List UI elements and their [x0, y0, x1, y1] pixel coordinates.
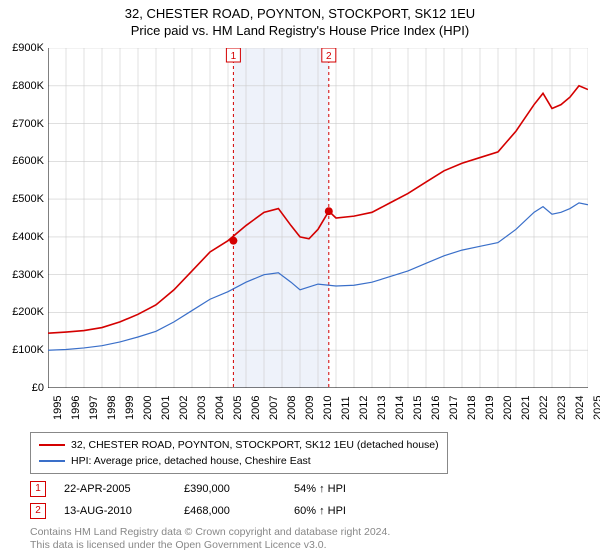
x-tick-label: 2014: [394, 396, 406, 420]
y-tick-label: £800K: [0, 80, 44, 92]
x-tick-label: 2008: [286, 396, 298, 420]
marker-pct-1: 54% ↑ HPI: [294, 483, 404, 495]
x-tick-label: 2005: [232, 396, 244, 420]
title-line2: Price paid vs. HM Land Registry's House …: [0, 23, 600, 38]
y-tick-label: £400K: [0, 231, 44, 243]
x-tick-label: 1997: [88, 396, 100, 420]
x-tick-label: 2016: [430, 396, 442, 420]
x-tick-label: 2001: [160, 396, 172, 420]
x-tick-label: 2012: [358, 396, 370, 420]
x-tick-label: 1995: [52, 396, 64, 420]
legend-swatch-hpi: [39, 460, 65, 462]
x-tick-label: 2022: [538, 396, 550, 420]
x-tick-label: 2003: [196, 396, 208, 420]
x-tick-label: 2021: [520, 396, 532, 420]
y-tick-label: £100K: [0, 344, 44, 356]
x-tick-label: 1996: [70, 396, 82, 420]
marker-num-2: 2: [30, 503, 46, 519]
x-tick-label: 2025: [592, 396, 600, 420]
svg-text:1: 1: [231, 51, 237, 62]
x-tick-label: 2020: [502, 396, 514, 420]
title-block: 32, CHESTER ROAD, POYNTON, STOCKPORT, SK…: [0, 0, 600, 38]
legend-label-price-paid: 32, CHESTER ROAD, POYNTON, STOCKPORT, SK…: [71, 439, 439, 451]
y-tick-label: £600K: [0, 155, 44, 167]
y-tick-label: £0: [0, 382, 44, 394]
legend-swatch-price-paid: [39, 444, 65, 446]
x-tick-label: 2004: [214, 396, 226, 420]
y-tick-label: £500K: [0, 193, 44, 205]
marker-price-2: £468,000: [184, 505, 294, 517]
legend-label-hpi: HPI: Average price, detached house, Ches…: [71, 455, 311, 467]
x-tick-label: 2024: [574, 396, 586, 420]
marker-num-1: 1: [30, 481, 46, 497]
x-tick-label: 2018: [466, 396, 478, 420]
x-tick-label: 2013: [376, 396, 388, 420]
marker-date-2: 13-AUG-2010: [64, 505, 184, 517]
x-tick-label: 2011: [340, 396, 352, 420]
x-tick-label: 2019: [484, 396, 496, 420]
svg-text:2: 2: [326, 51, 332, 62]
x-tick-label: 2015: [412, 396, 424, 420]
footnote: Contains HM Land Registry data © Crown c…: [30, 526, 390, 552]
chart-container: 32, CHESTER ROAD, POYNTON, STOCKPORT, SK…: [0, 0, 600, 560]
legend: 32, CHESTER ROAD, POYNTON, STOCKPORT, SK…: [30, 432, 448, 474]
marker-price-1: £390,000: [184, 483, 294, 495]
legend-item-price-paid: 32, CHESTER ROAD, POYNTON, STOCKPORT, SK…: [39, 437, 439, 453]
x-tick-label: 2000: [142, 396, 154, 420]
marker-row-2: 2 13-AUG-2010 £468,000 60% ↑ HPI: [30, 500, 404, 522]
title-line1: 32, CHESTER ROAD, POYNTON, STOCKPORT, SK…: [0, 6, 600, 21]
y-tick-label: £700K: [0, 118, 44, 130]
x-tick-label: 2007: [268, 396, 280, 420]
x-tick-label: 2009: [304, 396, 316, 420]
chart-svg: 12: [48, 48, 588, 388]
footnote-line1: Contains HM Land Registry data © Crown c…: [30, 526, 390, 539]
x-tick-label: 2023: [556, 396, 568, 420]
x-tick-label: 2002: [178, 396, 190, 420]
marker-table: 1 22-APR-2005 £390,000 54% ↑ HPI 2 13-AU…: [30, 478, 404, 522]
marker-pct-2: 60% ↑ HPI: [294, 505, 404, 517]
x-tick-label: 2010: [322, 396, 334, 420]
chart-area: 12: [48, 48, 588, 388]
y-tick-label: £300K: [0, 269, 44, 281]
marker-row-1: 1 22-APR-2005 £390,000 54% ↑ HPI: [30, 478, 404, 500]
marker-date-1: 22-APR-2005: [64, 483, 184, 495]
x-tick-label: 2017: [448, 396, 460, 420]
y-tick-label: £900K: [0, 42, 44, 54]
footnote-line2: This data is licensed under the Open Gov…: [30, 539, 390, 552]
x-tick-label: 1999: [124, 396, 136, 420]
x-tick-label: 1998: [106, 396, 118, 420]
y-tick-label: £200K: [0, 306, 44, 318]
legend-item-hpi: HPI: Average price, detached house, Ches…: [39, 453, 439, 469]
x-tick-label: 2006: [250, 396, 262, 420]
